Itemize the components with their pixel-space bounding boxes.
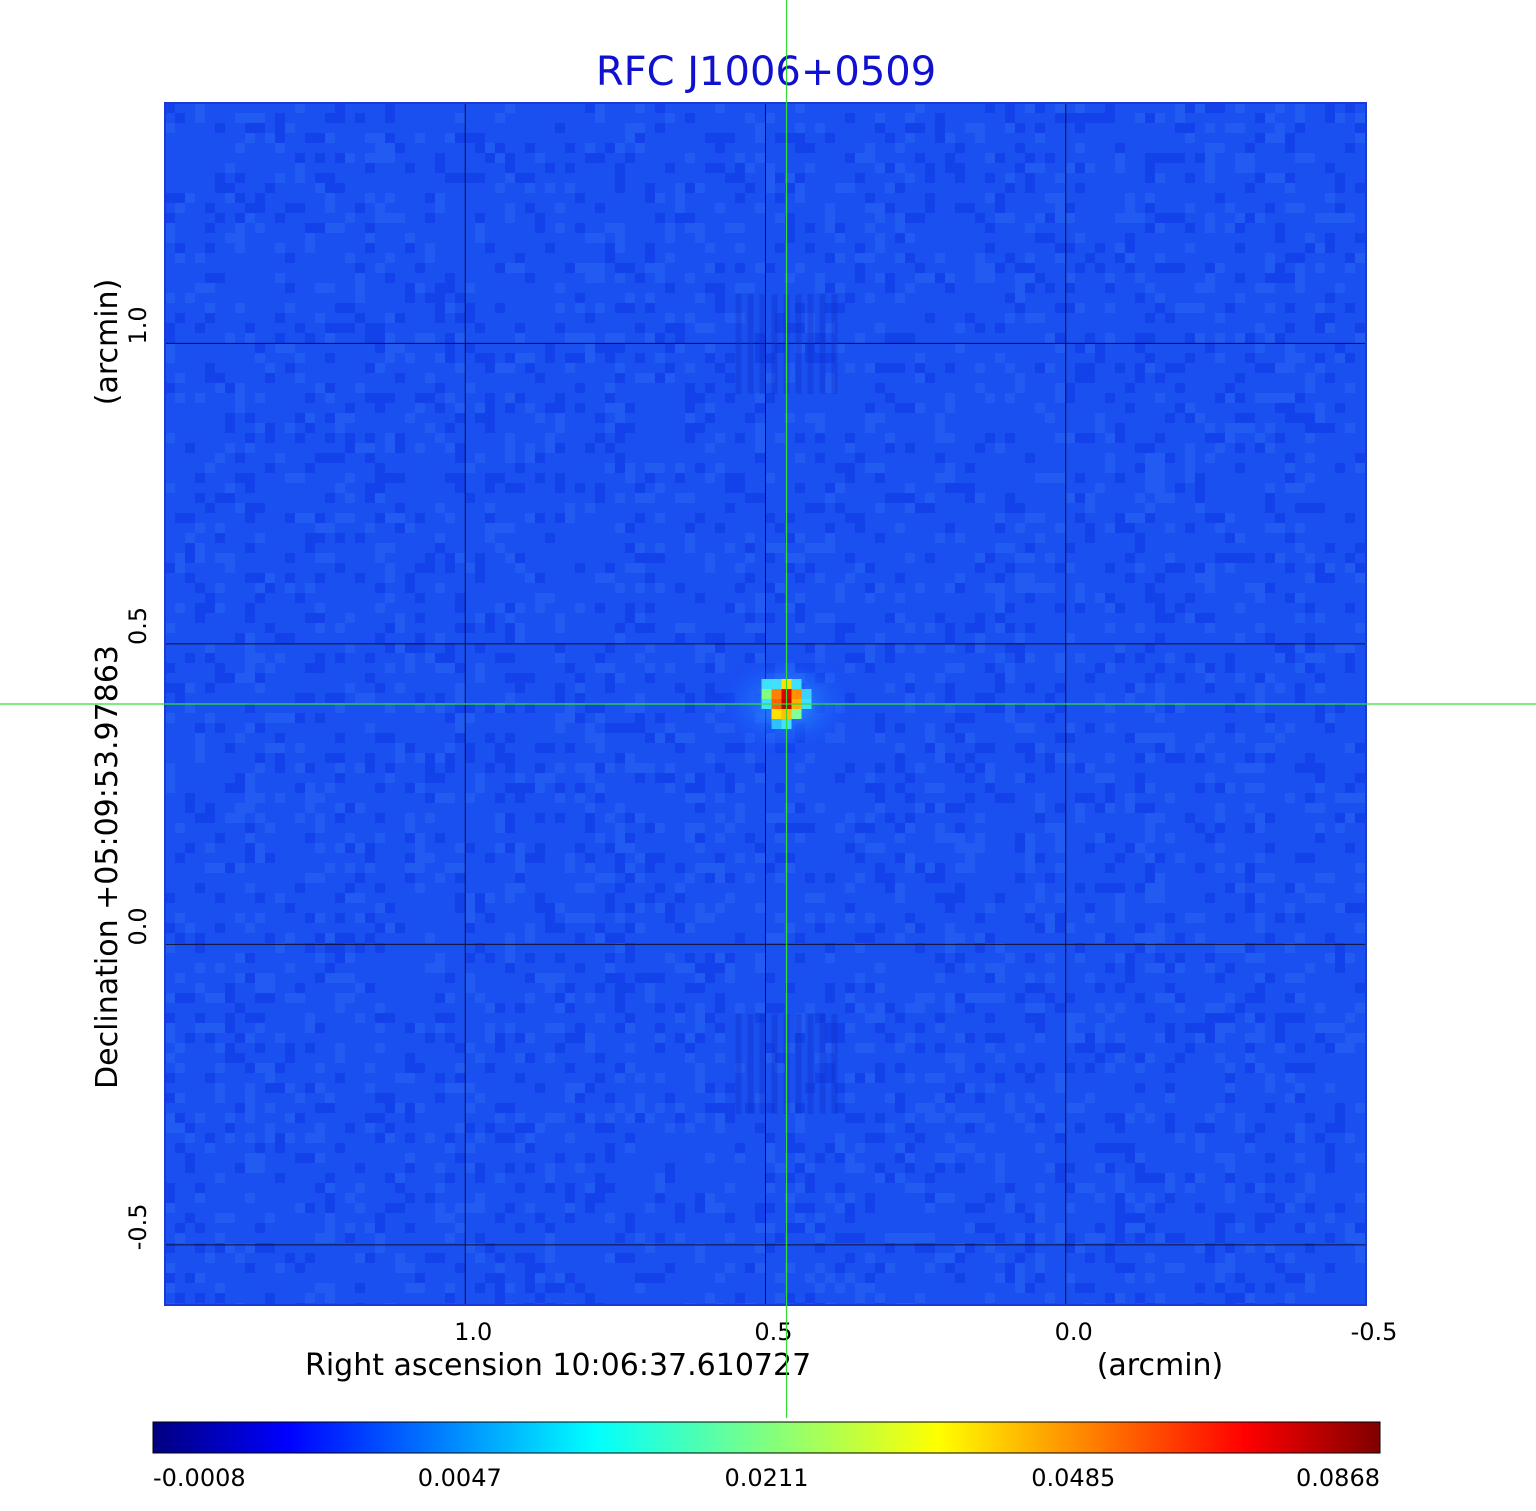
plot-area — [165, 103, 1366, 1305]
sidelobe-stripe — [747, 1014, 754, 1114]
sidelobe-stripe — [759, 1014, 766, 1114]
colorbar-tick-label-3: 0.0485 — [1031, 1464, 1115, 1492]
y-tick-label-1: 0.5 — [124, 607, 152, 645]
source-pixel — [801, 689, 812, 699]
sidelobe-stripe — [807, 294, 814, 394]
y-tick-label-2: 0.0 — [124, 907, 152, 945]
colorbar-tick-label-0: -0.0008 — [153, 1464, 246, 1492]
colorbar-tick-label-2: 0.0211 — [725, 1464, 809, 1492]
source-pixel — [761, 679, 772, 689]
colorbar-tick-label-1: 0.0047 — [418, 1464, 502, 1492]
source-pixel — [791, 679, 802, 689]
sidelobe-stripe — [831, 1014, 838, 1114]
image-noise — [165, 103, 1366, 1305]
source-pixel — [761, 689, 772, 699]
colorbar-tick-labels: -0.0008 0.0047 0.0211 0.0485 0.0868 — [153, 1464, 1380, 1492]
chart-title: RFC J1006+0509 — [596, 49, 936, 95]
sidelobe-stripe — [795, 294, 802, 394]
source-pixel — [791, 709, 802, 719]
x-axis-label: Right ascension 10:06:37.610727 — [305, 1348, 811, 1383]
colorbar-tick-label-4: 0.0868 — [1296, 1464, 1380, 1492]
sidelobe-stripe — [819, 1014, 826, 1114]
sidelobe-stripe — [771, 1014, 778, 1114]
x-axis-unit: (arcmin) — [1097, 1348, 1224, 1383]
sidelobe-stripe — [759, 294, 766, 394]
sidelobe-stripe — [771, 294, 778, 394]
crosshair — [0, 0, 1536, 1418]
y-axis-label: Declination +05:09:53.97863 — [90, 645, 125, 1089]
y-tick-labels: 1.0 0.5 0.0 -0.5 — [124, 306, 152, 1250]
source-pixel — [771, 709, 782, 719]
colorbar — [152, 1421, 1381, 1454]
sidelobe-stripe — [747, 294, 754, 394]
sidelobe-stripe — [735, 294, 742, 394]
sidelobe-stripe — [735, 1014, 742, 1114]
y-tick-label-0: 1.0 — [124, 306, 152, 344]
sidelobe-stripe — [807, 1014, 814, 1114]
sidelobe-stripe — [795, 1014, 802, 1114]
x-tick-labels: 1.0 0.5 0.0 -0.5 — [454, 1318, 1397, 1346]
source-pixel — [791, 689, 802, 699]
y-axis-unit: (arcmin) — [90, 279, 125, 406]
source-pixel — [771, 719, 782, 729]
x-tick-label-3: -0.5 — [1351, 1318, 1398, 1346]
sidelobe-stripe — [819, 294, 826, 394]
sidelobe-stripe — [831, 294, 838, 394]
x-tick-label-2: 0.0 — [1055, 1318, 1093, 1346]
source-pixel — [771, 679, 782, 689]
x-tick-label-0: 1.0 — [454, 1318, 492, 1346]
y-tick-label-3: -0.5 — [124, 1203, 152, 1250]
source-pixel — [771, 689, 782, 699]
